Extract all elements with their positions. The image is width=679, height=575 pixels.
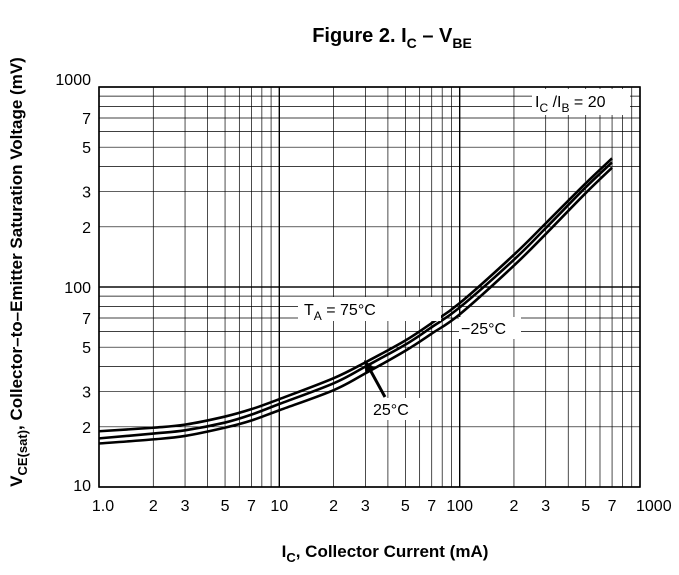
t25-label-bg <box>370 398 422 420</box>
tick-labels: 1.0 2 3 5 7 10 2 3 5 7 100 2 3 5 7 10001023571002357100… <box>55 72 671 515</box>
tm25-label: −25°C <box>461 321 506 338</box>
x-tick-label: 1.0 <box>92 498 114 515</box>
series-line-minus25c <box>98 166 613 445</box>
y-tick-label: 3 <box>82 185 91 202</box>
y-axis-title: VCE(sat), Collector–to–Emitter Saturatio… <box>7 57 30 487</box>
y-tick-label: 2 <box>82 220 91 237</box>
t25-label: 25°C <box>373 402 409 419</box>
x-tick-label: 2 <box>509 498 518 515</box>
ratio-label-bg <box>532 89 630 115</box>
x-tick-label: 10 <box>270 498 288 515</box>
x-tick-label: 2 <box>149 498 158 515</box>
x-tick-label: 2 <box>329 498 338 515</box>
y-tick-label: 5 <box>82 340 91 357</box>
y-tick-label: 1000 <box>55 72 91 89</box>
x-tick-label: 1000 <box>636 498 672 515</box>
x-tick-label: 5 <box>581 498 590 515</box>
x-axis-title: IC, Collector Current (mA) <box>282 542 489 565</box>
t75-label: TA = 75°C <box>304 302 376 323</box>
y-tick-label: 2 <box>82 420 91 437</box>
x-tick-label: 7 <box>247 498 256 515</box>
x-tick-label: 100 <box>446 498 473 515</box>
t75-label-bg <box>298 297 441 321</box>
x-tick-label: 3 <box>181 498 190 515</box>
t25-arrow-head <box>364 360 375 373</box>
y-tick-label: 5 <box>82 140 91 157</box>
y-tick-label: 7 <box>82 111 91 128</box>
chart-title: Figure 2. IC – VBE <box>312 25 472 51</box>
x-tick-label: 3 <box>541 498 550 515</box>
x-tick-label: 7 <box>608 498 617 515</box>
tm25-label-bg <box>459 317 521 339</box>
y-tick-label: 10 <box>73 478 91 495</box>
x-tick-label: 5 <box>401 498 410 515</box>
grid <box>98 86 641 488</box>
plot-frame <box>98 86 641 488</box>
annotations: IC /IB = 20 TA = 75°C −25°C 25°C <box>298 89 630 420</box>
x-tick-label: 7 <box>427 498 436 515</box>
ratio-label: IC /IB = 20 <box>535 94 606 115</box>
y-tick-label: 100 <box>64 280 91 297</box>
x-tick-label: 5 <box>221 498 230 515</box>
y-tick-label: 3 <box>82 385 91 402</box>
series-line-75c <box>98 157 613 433</box>
t25-arrow-line <box>366 365 387 398</box>
y-tick-label: 7 <box>82 311 91 328</box>
x-tick-label: 3 <box>361 498 370 515</box>
